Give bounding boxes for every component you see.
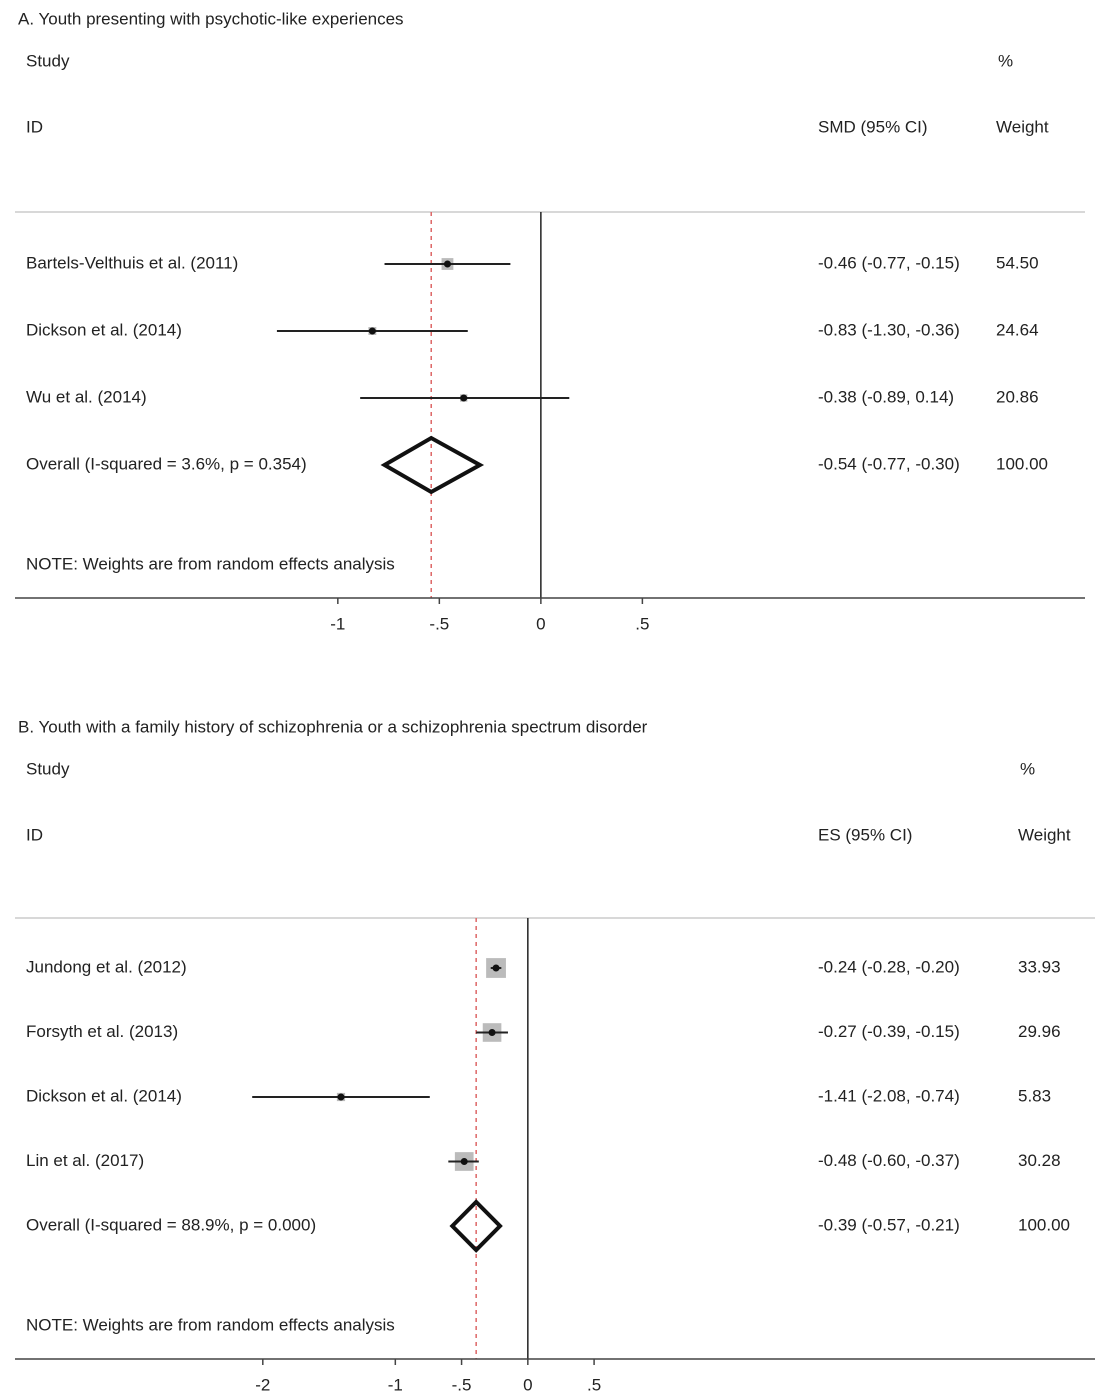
ci-label: -0.83 (-1.30, -0.36) [818, 320, 960, 339]
weight-label: 30.28 [1018, 1151, 1061, 1170]
weight-label: 29.96 [1018, 1022, 1061, 1041]
ci-label: -0.46 (-0.77, -0.15) [818, 253, 960, 272]
x-tick-label: .5 [635, 614, 649, 633]
point-estimate [488, 1029, 496, 1036]
x-tick-label: -1 [330, 614, 345, 633]
ci-label: -0.38 (-0.89, 0.14) [818, 387, 954, 406]
overall-diamond [449, 1199, 503, 1253]
column-header: Study [26, 759, 70, 778]
x-tick-label: -2 [255, 1375, 270, 1391]
overall-weight-label: 100.00 [996, 454, 1048, 473]
column-header: Weight [996, 117, 1049, 136]
ci-label: -0.24 (-0.28, -0.20) [818, 957, 960, 976]
x-tick-label: .5 [587, 1375, 601, 1391]
x-tick-label: 0 [536, 614, 545, 633]
overall-weight-label: 100.00 [1018, 1215, 1070, 1234]
panel-title: B. Youth with a family history of schizo… [18, 717, 648, 736]
column-header: SMD (95% CI) [818, 117, 928, 136]
study-label: Forsyth et al. (2013) [26, 1022, 178, 1041]
study-label: Bartels-Velthuis et al. (2011) [26, 253, 238, 272]
weight-label: 54.50 [996, 253, 1039, 272]
weight-label: 24.64 [996, 320, 1039, 339]
study-label: Jundong et al. (2012) [26, 957, 187, 976]
study-label: Wu et al. (2014) [26, 387, 147, 406]
x-tick-label: 0 [523, 1375, 532, 1391]
study-label: Dickson et al. (2014) [26, 320, 182, 339]
overall-diamond [380, 435, 485, 495]
column-header: Study [26, 51, 70, 70]
x-tick-label: -.5 [429, 614, 449, 633]
point-estimate [460, 394, 468, 402]
weight-label: 5.83 [1018, 1086, 1051, 1105]
study-label: Lin et al. (2017) [26, 1151, 144, 1170]
column-header: % [998, 51, 1013, 70]
overall-ci-label: -0.39 (-0.57, -0.21) [818, 1215, 960, 1234]
overall-label: Overall (I-squared = 3.6%, p = 0.354) [26, 454, 307, 473]
ci-label: -1.41 (-2.08, -0.74) [818, 1086, 960, 1105]
overall-ci-label: -0.54 (-0.77, -0.30) [818, 454, 960, 473]
column-header: ES (95% CI) [818, 825, 912, 844]
x-tick-label: -.5 [452, 1375, 472, 1391]
ci-label: -0.48 (-0.60, -0.37) [818, 1151, 960, 1170]
panel-title: A. Youth presenting with psychotic-like … [18, 9, 404, 28]
note: NOTE: Weights are from random effects an… [26, 1315, 395, 1334]
ci-label: -0.27 (-0.39, -0.15) [818, 1022, 960, 1041]
x-tick-label: -1 [388, 1375, 403, 1391]
overall-label: Overall (I-squared = 88.9%, p = 0.000) [26, 1215, 316, 1234]
column-header: ID [26, 825, 43, 844]
study-label: Dickson et al. (2014) [26, 1086, 182, 1105]
note: NOTE: Weights are from random effects an… [26, 554, 395, 573]
column-header: % [1020, 759, 1035, 778]
point-estimate [460, 1158, 468, 1165]
point-estimate [368, 327, 376, 335]
weight-label: 20.86 [996, 387, 1039, 406]
point-estimate [443, 260, 451, 268]
point-estimate [337, 1093, 345, 1101]
column-header: ID [26, 117, 43, 136]
weight-label: 33.93 [1018, 957, 1061, 976]
column-header: Weight [1018, 825, 1071, 844]
point-estimate [492, 964, 500, 972]
